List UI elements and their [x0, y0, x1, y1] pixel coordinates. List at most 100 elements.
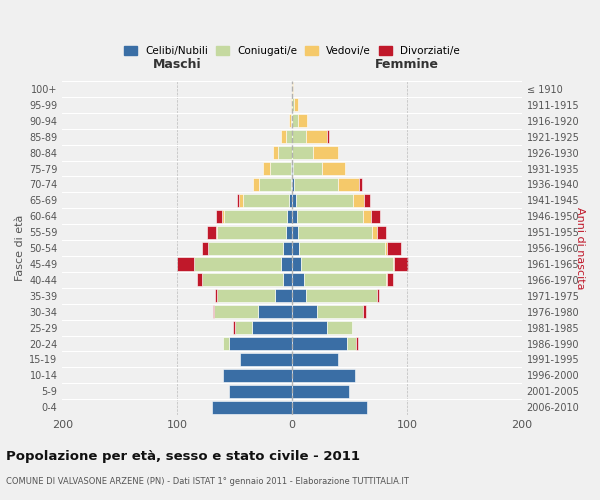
Bar — [292, 178, 295, 191]
Bar — [326, 130, 329, 143]
Bar — [275, 290, 292, 302]
Bar — [197, 274, 202, 286]
Bar — [295, 98, 298, 112]
Bar — [242, 194, 289, 207]
Bar — [292, 353, 338, 366]
Bar — [286, 226, 292, 238]
Text: COMUNE DI VALVASONE ARZENE (PN) - Dati ISTAT 1° gennaio 2011 - Elaborazione TUTT: COMUNE DI VALVASONE ARZENE (PN) - Dati I… — [6, 478, 409, 486]
Bar — [222, 210, 224, 223]
Bar — [356, 337, 358, 350]
Bar — [377, 290, 379, 302]
Bar — [289, 194, 292, 207]
Text: Maschi: Maschi — [153, 58, 202, 71]
Bar — [253, 178, 259, 191]
Bar — [363, 305, 365, 318]
Bar — [363, 210, 371, 223]
Bar — [216, 210, 222, 223]
Bar — [292, 242, 299, 254]
Bar — [326, 321, 352, 334]
Bar — [386, 274, 388, 286]
Bar — [292, 258, 301, 270]
Bar — [213, 305, 214, 318]
Bar — [291, 114, 292, 128]
Bar — [212, 400, 292, 413]
Bar — [252, 321, 292, 334]
Bar — [259, 178, 291, 191]
Legend: Celibi/Nubili, Coniugati/e, Vedovi/e, Divorziati/e: Celibi/Nubili, Coniugati/e, Vedovi/e, Di… — [124, 46, 460, 56]
Bar — [388, 242, 401, 254]
Bar — [229, 384, 292, 398]
Bar — [223, 369, 292, 382]
Bar — [313, 146, 338, 159]
Bar — [194, 258, 281, 270]
Bar — [388, 274, 393, 286]
Bar — [292, 146, 313, 159]
Y-axis label: Fasce di età: Fasce di età — [15, 215, 25, 282]
Bar — [237, 194, 239, 207]
Bar — [338, 178, 359, 191]
Bar — [272, 146, 278, 159]
Bar — [202, 274, 283, 286]
Bar — [292, 98, 295, 112]
Bar — [257, 305, 292, 318]
Bar — [298, 114, 307, 128]
Bar — [207, 226, 216, 238]
Bar — [371, 210, 380, 223]
Bar — [292, 194, 296, 207]
Bar — [224, 210, 287, 223]
Bar — [292, 384, 349, 398]
Bar — [292, 226, 298, 238]
Bar — [283, 274, 292, 286]
Bar — [292, 400, 367, 413]
Bar — [215, 290, 217, 302]
Text: Popolazione per età, sesso e stato civile - 2011: Popolazione per età, sesso e stato civil… — [6, 450, 360, 463]
Bar — [233, 321, 235, 334]
Bar — [283, 242, 292, 254]
Y-axis label: Anni di nascita: Anni di nascita — [575, 207, 585, 290]
Bar — [377, 226, 386, 238]
Bar — [292, 305, 317, 318]
Text: Femmine: Femmine — [375, 58, 439, 71]
Bar — [293, 162, 322, 175]
Bar — [292, 130, 306, 143]
Bar — [393, 258, 394, 270]
Bar — [217, 290, 275, 302]
Bar — [306, 130, 326, 143]
Bar — [241, 353, 292, 366]
Bar — [281, 130, 286, 143]
Bar — [292, 114, 298, 128]
Bar — [289, 114, 291, 128]
Bar — [292, 210, 296, 223]
Bar — [292, 82, 293, 96]
Bar — [301, 258, 393, 270]
Bar — [364, 194, 370, 207]
Bar — [292, 162, 293, 175]
Bar — [281, 258, 292, 270]
Bar — [291, 162, 292, 175]
Bar — [292, 274, 304, 286]
Bar — [292, 369, 355, 382]
Bar — [287, 210, 292, 223]
Bar — [214, 305, 257, 318]
Bar — [239, 194, 242, 207]
Bar — [385, 242, 388, 254]
Bar — [317, 305, 363, 318]
Bar — [229, 337, 292, 350]
Bar — [223, 337, 229, 350]
Bar — [394, 258, 408, 270]
Bar — [373, 226, 377, 238]
Bar — [291, 178, 292, 191]
Bar — [216, 226, 217, 238]
Bar — [306, 290, 377, 302]
Bar — [304, 274, 386, 286]
Bar — [235, 321, 252, 334]
Bar — [263, 162, 270, 175]
Bar — [295, 178, 338, 191]
Bar — [296, 194, 353, 207]
Bar — [270, 162, 291, 175]
Bar — [298, 226, 373, 238]
Bar — [353, 194, 364, 207]
Bar — [286, 130, 292, 143]
Bar — [208, 242, 283, 254]
Bar — [292, 321, 326, 334]
